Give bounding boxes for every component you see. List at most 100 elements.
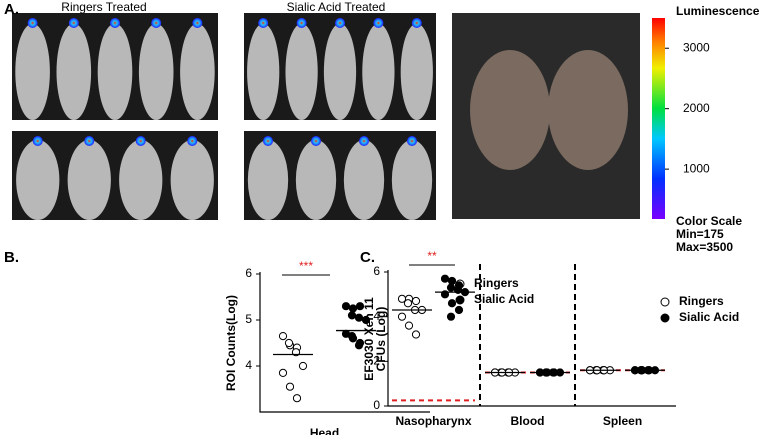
data-point [298,361,308,371]
data-point [403,299,413,308]
y-tick-label: 6 [373,264,380,278]
tick-label: 2000 [683,101,710,115]
data-point [348,304,358,313]
image-label: Sialic Acid Treated [287,0,386,14]
data-point [440,274,450,283]
signal [27,18,38,28]
tick-label: 3000 [683,40,710,54]
dissected-mouse [470,50,550,170]
legend-label: Ringers [474,276,519,290]
scale-text: Max=3500 [676,240,733,254]
data-point [446,312,456,321]
signal [135,136,146,146]
legend-label: Sialic Acid [679,310,739,324]
data-point [361,315,371,325]
data-point [285,382,295,391]
mouse [247,139,289,220]
mouse [97,23,133,120]
axis [259,272,430,413]
mouse [16,139,60,220]
x-tick-label: Nasopharynx [395,414,471,428]
mouse [67,139,111,220]
y-axis-label: EF3030 Xen 11 [362,297,376,381]
legend-marker [660,297,670,307]
legend-marker [660,313,670,323]
mouse [343,139,385,220]
data-point [446,283,456,292]
signal [192,18,203,28]
x-tick-label: Blood [511,414,545,428]
mouse [56,23,92,120]
data-point [404,321,414,330]
data-point [355,302,365,311]
signal [263,136,273,146]
data-point [354,341,364,350]
tick-label: 1000 [683,161,710,175]
significance: ** [427,249,437,263]
data-point [278,368,288,377]
data-point [347,311,357,320]
panel-label: A. [4,1,19,18]
mouse [285,23,318,120]
signal [359,136,369,146]
panel-label: B. [4,249,19,266]
data-point [447,276,457,286]
signal [151,18,162,28]
panel-label: C. [360,249,375,266]
mouse [138,23,174,120]
data-point [341,302,351,311]
image-label: Ringers Treated [61,0,146,14]
signal [411,18,422,28]
mouse [170,139,214,220]
data-point [397,312,407,321]
photos [12,13,640,220]
data-point [411,296,421,306]
legend-label: Ringers [679,294,724,308]
data-point [454,305,464,315]
signal [296,18,307,28]
mouse [119,139,163,220]
data-point [284,338,294,348]
signal [258,18,269,28]
signal [407,136,417,146]
data-point [292,394,302,403]
signal [32,136,43,146]
mouse [180,23,215,120]
legend-marker [455,295,465,305]
y-tick-label: 4 [245,358,252,372]
signal [335,18,345,28]
data-point [411,330,421,339]
mouse [323,23,357,120]
signal [187,136,198,146]
y-axis-label: CFUs (Log) [374,307,388,372]
colorbar-title: Luminescence [676,4,760,18]
x-tick-label: Spleen [603,414,642,428]
data-point [447,299,457,308]
mouse [247,23,280,120]
x-tick-label: Head [310,426,339,435]
legend-label: Sialic Acid [474,292,534,306]
scale-text: Color Scale [676,214,742,228]
signal [84,136,95,146]
y-tick-label: 0 [373,398,380,412]
mouse [400,23,433,120]
data-point [347,332,357,341]
dissected-mouse [548,50,628,170]
mouse [15,23,50,120]
signal [110,18,120,28]
y-tick-label: 5 [245,312,252,326]
color-scale [652,18,665,219]
significance: *** [299,259,313,273]
mouse [295,139,337,220]
data-point [278,332,288,341]
mouse [391,139,433,220]
mouse [362,23,395,120]
data-point [354,313,364,322]
signal [373,18,384,28]
signal [68,18,79,28]
signal [311,136,321,146]
scale-text: Min=175 [676,227,724,241]
y-tick-label: 4 [373,309,380,323]
y-axis-label: ROI Counts(Log) [224,295,238,391]
